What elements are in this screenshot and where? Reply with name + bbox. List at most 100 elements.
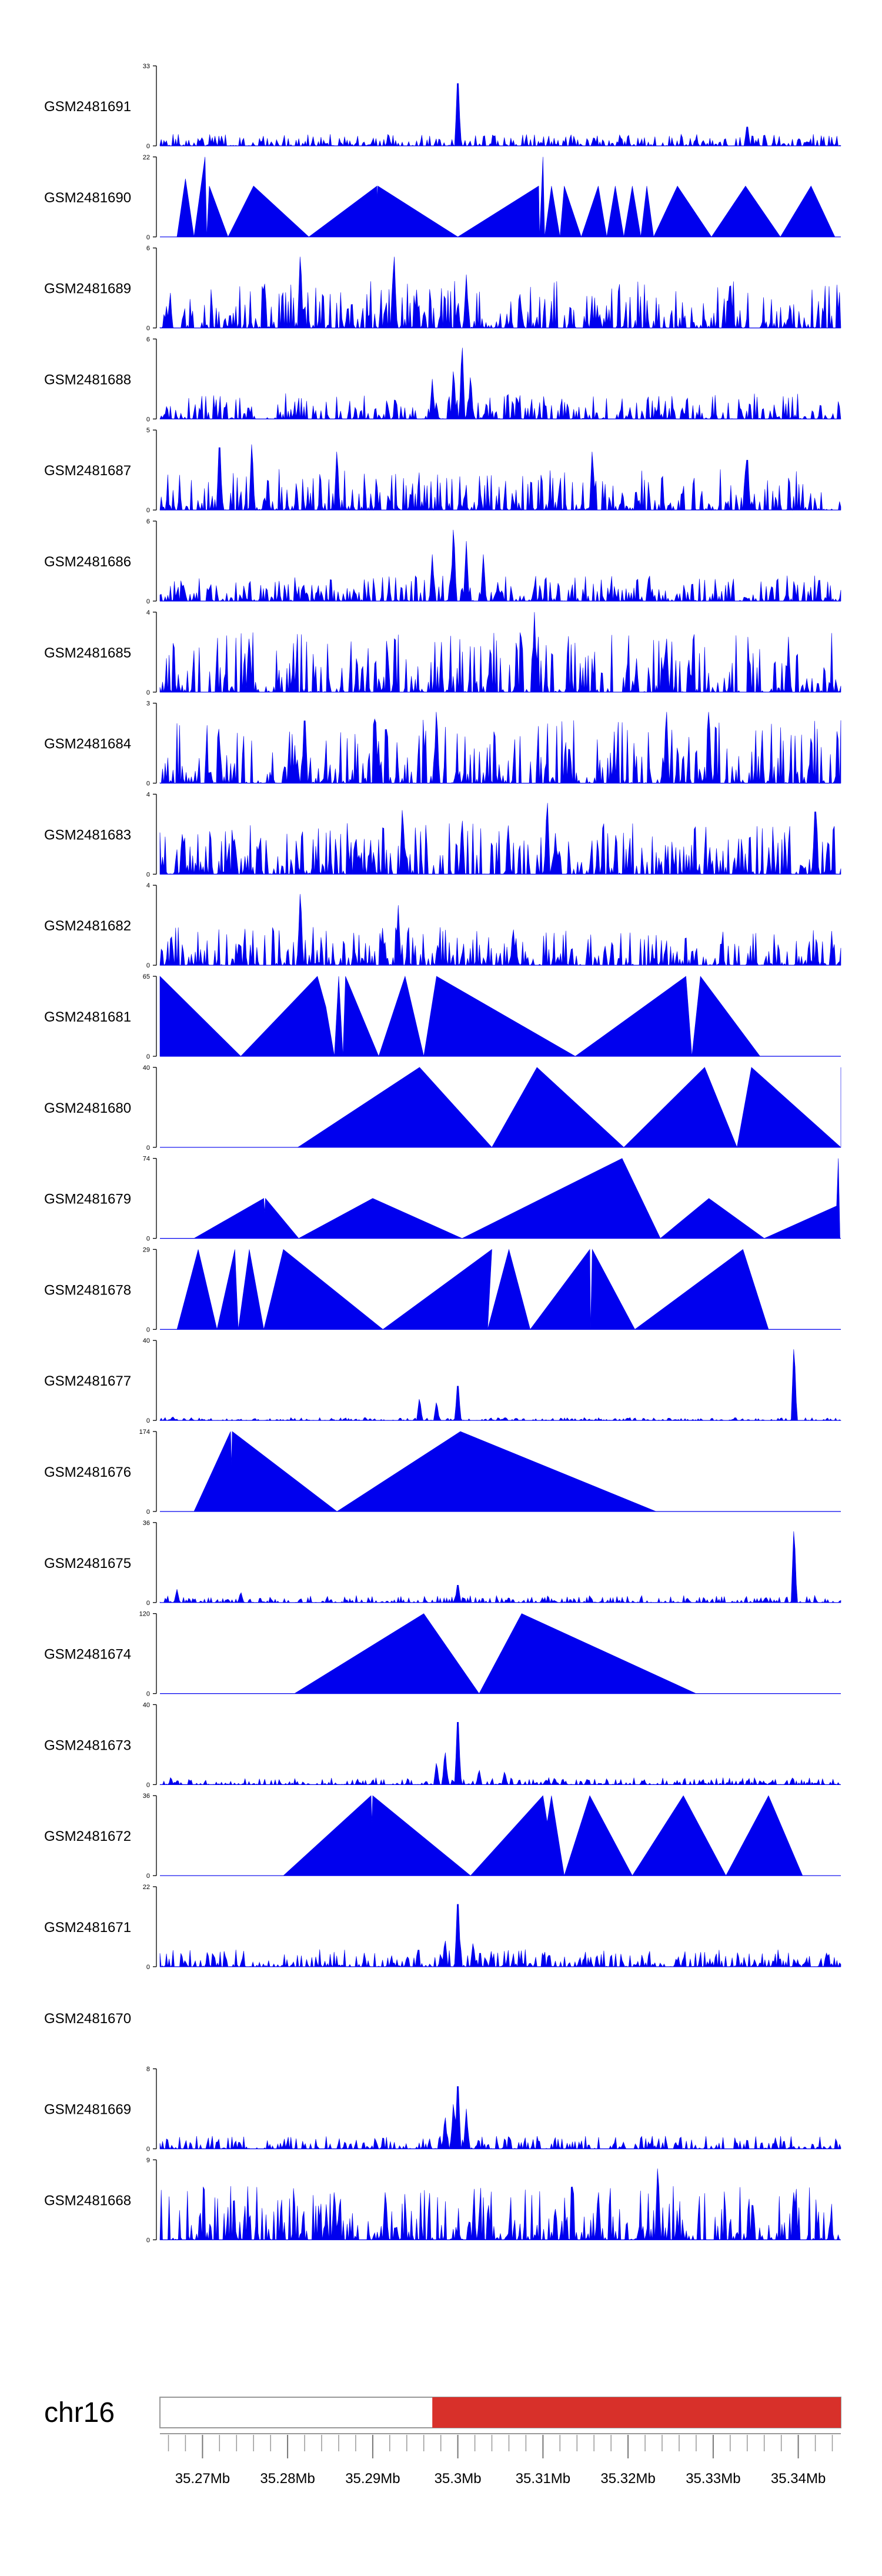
track-GSM2481681: GSM2481681 65 0: [44, 973, 841, 1060]
y-max-label: 120: [139, 1611, 150, 1618]
track-label: GSM2481675: [44, 1556, 131, 1571]
track-label: GSM2481689: [44, 281, 131, 297]
y-max-label: 6: [146, 518, 150, 525]
track-GSM2481669: GSM2481669 8 0: [44, 2066, 841, 2153]
signal-area: [159, 612, 841, 693]
y-min-label: 0: [146, 1236, 150, 1243]
track-GSM2481676: GSM2481676 174 0: [44, 1429, 841, 1516]
axis-tick-label: 35.34Mb: [771, 2471, 826, 2487]
y-max-label: 9: [146, 2157, 150, 2164]
signal-area: [159, 256, 841, 329]
y-min-label: 0: [146, 780, 150, 788]
y-min-label: 0: [146, 962, 150, 969]
signal-area: [159, 1349, 842, 1421]
track-GSM2481691: GSM2481691 33 0: [44, 63, 841, 150]
signal-area: [159, 975, 761, 1057]
track-label: GSM2481683: [44, 827, 131, 843]
track-label: GSM2481681: [44, 1009, 131, 1025]
signal-area: [159, 894, 841, 966]
track-GSM2481688: GSM2481688 6 0: [44, 336, 841, 423]
y-min-label: 0: [146, 416, 150, 423]
track-GSM2481690: GSM2481690 22 0: [44, 154, 841, 241]
signal-area: [159, 712, 841, 784]
track-GSM2481675: GSM2481675 36 0: [44, 1520, 841, 1607]
track-label: GSM2481676: [44, 1464, 131, 1480]
signal-area: [293, 1613, 697, 1694]
track-label: GSM2481691: [44, 99, 131, 115]
track-label: GSM2481685: [44, 645, 131, 661]
track-label: GSM2481671: [44, 1920, 131, 1936]
y-min-label: 0: [146, 1873, 150, 1880]
signal-area: [159, 803, 841, 875]
signal-area: [159, 348, 841, 420]
y-min-label: 0: [146, 871, 150, 878]
signal-area: [159, 1531, 841, 1603]
y-min-label: 0: [146, 1144, 150, 1152]
track-GSM2481668: GSM2481668 9 0: [44, 2157, 841, 2244]
track-GSM2481686: GSM2481686 6 0: [44, 518, 841, 605]
y-max-label: 40: [143, 1337, 150, 1344]
y-max-label: 3: [146, 700, 150, 708]
y-max-label: 40: [143, 1065, 150, 1072]
y-max-label: 22: [143, 154, 150, 161]
y-min-label: 0: [146, 2146, 150, 2153]
y-min-label: 0: [146, 1964, 150, 1971]
y-min-label: 0: [146, 689, 150, 696]
track-GSM2481671: GSM2481671 22 0: [44, 1884, 841, 1971]
axis-tick-label: 35.33Mb: [686, 2471, 740, 2487]
axis-tick-label: 35.28Mb: [260, 2471, 315, 2487]
track-label: GSM2481687: [44, 463, 131, 479]
y-max-label: 174: [139, 1429, 150, 1436]
y-min-label: 0: [146, 143, 150, 150]
signal-area: [176, 1249, 769, 1330]
track-GSM2481673: GSM2481673 40 0: [44, 1701, 841, 1788]
y-min-label: 0: [146, 234, 150, 241]
y-min-label: 0: [146, 1781, 150, 1788]
y-max-label: 36: [143, 1520, 150, 1527]
track-GSM2481678: GSM2481678 29 0: [44, 1246, 841, 1333]
track-GSM2481680: GSM2481680 40 0: [44, 1065, 841, 1152]
track-GSM2481672: GSM2481672 36 0: [44, 1793, 841, 1880]
track-GSM2481679: GSM2481679 74 0: [44, 1156, 841, 1243]
track-GSM2481682: GSM2481682 4 0: [44, 882, 841, 969]
y-max-label: 40: [143, 1701, 150, 1709]
track-GSM2481684: GSM2481684 3 0: [44, 700, 841, 788]
track-label: GSM2481678: [44, 1282, 131, 1298]
track-GSM2481670: GSM2481670: [44, 2011, 131, 2027]
genome-axis-region: chr16 35.27Mb 35.28Mb 35.29Mb 35.3Mb 35.31Mb…: [44, 2397, 841, 2487]
track-label: GSM2481684: [44, 736, 131, 752]
axis-tick-label: 35.31Mb: [516, 2471, 570, 2487]
track-GSM2481689: GSM2481689 6 0: [44, 245, 841, 332]
signal-area: [283, 1795, 803, 1876]
track-label: GSM2481669: [44, 2102, 131, 2118]
track-label: GSM2481686: [44, 554, 131, 570]
track-GSM2481685: GSM2481685 4 0: [44, 609, 841, 696]
y-max-label: 4: [146, 882, 150, 889]
signal-area: [193, 1431, 657, 1512]
y-min-label: 0: [146, 2237, 150, 2244]
y-max-label: 22: [143, 1884, 150, 1891]
axis-tick-label: 35.32Mb: [600, 2471, 655, 2487]
signal-area: [297, 1067, 841, 1148]
track-GSM2481677: GSM2481677 40 0: [44, 1337, 842, 1424]
signal-area: [159, 529, 841, 602]
y-max-label: 65: [143, 973, 150, 980]
track-label: GSM2481679: [44, 1192, 131, 1207]
track-label: GSM2481674: [44, 1647, 131, 1663]
signal-area: [159, 2168, 841, 2241]
y-max-label: 74: [143, 1156, 150, 1163]
y-min-label: 0: [146, 1509, 150, 1516]
y-max-label: 6: [146, 336, 150, 343]
track-label: GSM2481680: [44, 1100, 131, 1116]
track-label: GSM2481668: [44, 2193, 131, 2208]
y-max-label: 8: [146, 2066, 150, 2073]
axis-tick-label: 35.3Mb: [435, 2471, 482, 2487]
track-label: GSM2481682: [44, 918, 131, 934]
data-tracks: GSM2481691330GSM2481690220GSM248168960GS…: [44, 63, 842, 2244]
y-max-label: 36: [143, 1793, 150, 1800]
track-label: GSM2481690: [44, 190, 131, 206]
y-min-label: 0: [146, 598, 150, 605]
y-max-label: 4: [146, 609, 150, 616]
y-min-label: 0: [146, 1691, 150, 1698]
signal-area: [176, 156, 836, 238]
